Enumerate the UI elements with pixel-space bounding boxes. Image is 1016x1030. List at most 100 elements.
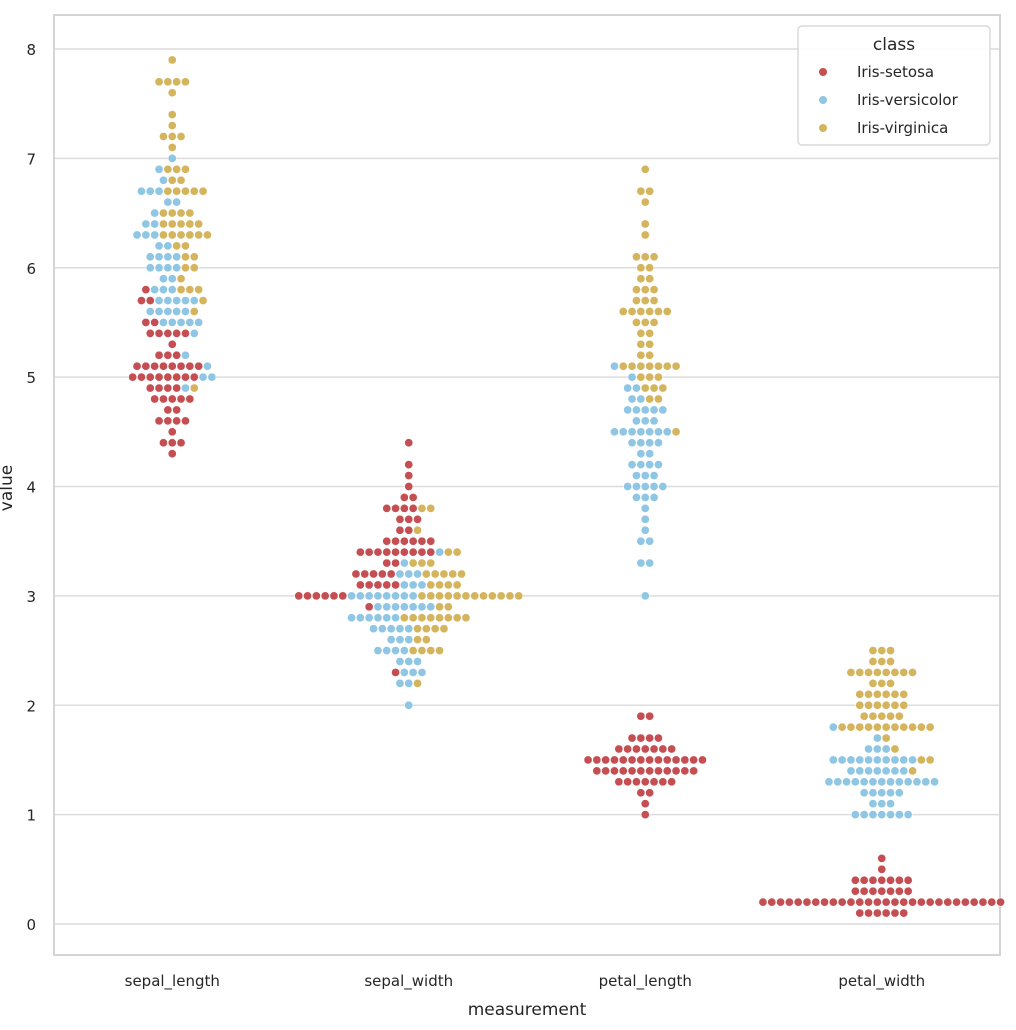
data-point-iris-setosa — [391, 504, 400, 513]
data-point-iris-versicolor — [395, 635, 405, 644]
data-point-iris-setosa — [404, 525, 414, 535]
data-point-iris-versicolor — [382, 602, 392, 612]
data-point-iris-virginica — [864, 689, 873, 699]
data-point-iris-virginica — [194, 219, 203, 229]
data-point-iris-setosa — [877, 854, 887, 863]
data-point-iris-versicolor — [645, 427, 655, 437]
data-point-iris-virginica — [167, 88, 177, 98]
data-point-iris-versicolor — [400, 646, 409, 655]
data-point-iris-virginica — [185, 219, 195, 229]
data-point-iris-virginica — [461, 591, 471, 601]
data-point-iris-setosa — [404, 482, 414, 491]
data-point-iris-virginica — [203, 230, 212, 240]
data-point-iris-versicolor — [167, 318, 177, 327]
data-point-iris-setosa — [395, 514, 405, 524]
data-point-iris-setosa — [329, 591, 339, 601]
data-point-iris-virginica — [881, 722, 891, 732]
data-point-iris-setosa — [820, 897, 829, 907]
data-point-iris-virginica — [632, 252, 641, 262]
data-point-iris-virginica — [868, 679, 878, 688]
data-point-iris-versicolor — [198, 372, 208, 382]
data-point-iris-versicolor — [873, 755, 882, 765]
data-point-iris-virginica — [181, 263, 190, 273]
data-point-iris-virginica — [408, 646, 418, 655]
data-point-iris-setosa — [391, 536, 400, 546]
data-point-iris-setosa — [181, 329, 190, 338]
data-point-iris-setosa — [163, 350, 173, 360]
y-tick-label: 3 — [26, 588, 36, 606]
data-point-iris-setosa — [776, 897, 785, 907]
data-point-iris-setosa — [137, 372, 146, 382]
data-point-iris-setosa — [890, 908, 900, 918]
data-point-iris-versicolor — [408, 591, 418, 601]
data-point-iris-setosa — [899, 897, 909, 907]
data-point-iris-versicolor — [417, 602, 427, 612]
data-point-iris-setosa — [627, 733, 637, 743]
data-point-iris-virginica — [426, 580, 436, 590]
data-point-iris-versicolor — [154, 164, 164, 174]
data-point-iris-setosa — [886, 886, 895, 896]
data-point-iris-virginica — [159, 132, 168, 141]
data-point-iris-setosa — [150, 361, 159, 371]
data-point-iris-versicolor — [851, 777, 860, 787]
data-point-iris-virginica — [452, 580, 462, 590]
data-point-iris-virginica — [413, 525, 422, 535]
data-point-iris-setosa — [873, 908, 882, 918]
data-point-iris-versicolor — [640, 514, 650, 524]
data-point-iris-versicolor — [899, 766, 909, 776]
data-point-iris-setosa — [592, 766, 602, 776]
data-point-iris-virginica — [167, 121, 177, 130]
data-point-iris-setosa — [150, 318, 159, 327]
data-point-iris-versicolor — [833, 777, 843, 787]
data-point-iris-virginica — [167, 219, 177, 229]
data-point-iris-virginica — [645, 394, 655, 404]
legend-entry: Iris-versicolor — [819, 91, 959, 109]
data-point-iris-versicolor — [167, 154, 177, 163]
data-point-iris-virginica — [649, 252, 659, 262]
data-point-iris-virginica — [890, 700, 900, 710]
data-point-iris-virginica — [846, 722, 856, 732]
data-point-iris-virginica — [430, 624, 440, 634]
data-point-iris-setosa — [408, 504, 418, 513]
data-point-iris-versicolor — [400, 668, 409, 677]
data-point-iris-virginica — [479, 591, 488, 601]
data-point-iris-setosa — [391, 668, 400, 677]
data-point-iris-versicolor — [886, 788, 895, 798]
data-point-iris-versicolor — [417, 668, 427, 677]
data-point-iris-setosa — [864, 908, 873, 918]
data-point-iris-versicolor — [356, 591, 365, 601]
data-point-iris-versicolor — [829, 722, 838, 732]
data-point-iris-versicolor — [903, 777, 913, 787]
data-point-iris-versicolor — [623, 405, 633, 415]
data-point-iris-setosa — [141, 318, 151, 327]
data-point-iris-setosa — [837, 897, 847, 907]
data-point-iris-setosa — [934, 897, 944, 907]
data-point-iris-setosa — [320, 591, 330, 601]
data-point-iris-virginica — [877, 679, 887, 688]
data-point-iris-versicolor — [172, 263, 181, 273]
data-point-iris-versicolor — [881, 744, 891, 754]
data-point-iris-setosa — [167, 339, 177, 349]
data-point-iris-virginica — [632, 318, 641, 327]
data-point-iris-versicolor — [378, 624, 387, 634]
data-point-iris-virginica — [181, 186, 190, 196]
data-point-iris-setosa — [943, 897, 953, 907]
data-point-iris-virginica — [636, 329, 646, 338]
data-point-iris-setosa — [167, 361, 177, 371]
data-point-iris-versicolor — [391, 602, 400, 612]
data-point-iris-virginica — [470, 591, 480, 601]
data-point-iris-versicolor — [649, 405, 659, 415]
data-point-iris-versicolor — [395, 569, 405, 579]
data-point-iris-versicolor — [150, 208, 159, 218]
data-point-iris-versicolor — [400, 591, 409, 601]
data-point-iris-virginica — [908, 766, 917, 776]
data-point-iris-virginica — [881, 668, 891, 677]
data-point-iris-virginica — [435, 613, 444, 623]
data-point-iris-virginica — [908, 668, 917, 677]
data-point-iris-setosa — [868, 886, 878, 896]
data-point-iris-setosa — [793, 897, 803, 907]
data-point-iris-setosa — [627, 755, 637, 765]
data-point-iris-setosa — [373, 547, 383, 557]
data-point-iris-virginica — [422, 635, 431, 644]
